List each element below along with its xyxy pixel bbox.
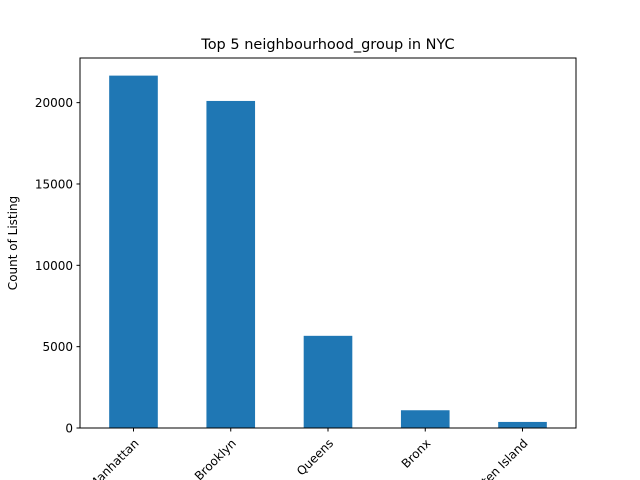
bar-manhattan	[109, 75, 158, 428]
y-tick-label: 0	[65, 422, 73, 436]
y-tick-label: 20000	[35, 96, 73, 110]
plot-frame	[79, 57, 577, 429]
x-tick-label: Bronx	[399, 436, 434, 471]
x-tick-label: Manhattan	[86, 436, 142, 480]
bar-staten-island	[498, 421, 547, 428]
y-tick-label: 10000	[35, 259, 73, 273]
bars-group	[109, 75, 547, 428]
x-tick-label: Brooklyn	[192, 436, 239, 480]
bar-bronx	[400, 410, 450, 428]
bar-brooklyn	[206, 100, 256, 428]
y-tick-label: 15000	[35, 177, 73, 191]
chart-title: Top 5 neighbourhood_group in NYC	[200, 37, 454, 53]
y-axis: 0 5000 10000 15000 20000	[35, 96, 80, 436]
x-tick-label: Queens	[294, 436, 336, 478]
x-axis: Manhattan Brooklyn Queens Bronx Staten Islan…	[86, 428, 531, 480]
y-tick-label: 5000	[42, 340, 73, 354]
x-tick-label: Staten Island	[465, 436, 531, 480]
y-axis-label: Count of Listing	[6, 196, 20, 290]
bar-queens	[303, 335, 353, 428]
